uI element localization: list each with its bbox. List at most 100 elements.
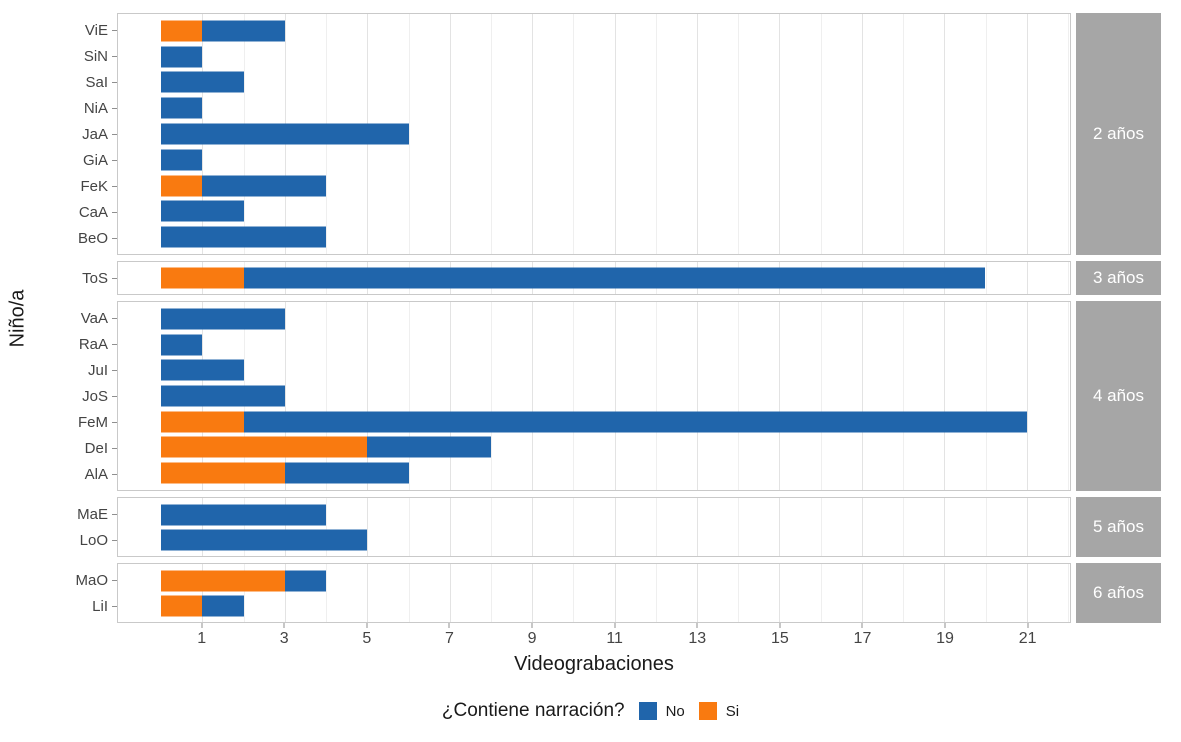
bar-segment-no-JoS — [161, 385, 285, 407]
bar-row-MaE — [118, 502, 1070, 527]
si-color-swatch — [698, 702, 717, 720]
gridline — [202, 498, 204, 556]
y-axis-label-JuI: JuI — [87, 361, 108, 379]
bar-row-GiA — [118, 147, 1070, 173]
y-axis-label-JoS: JoS — [82, 387, 108, 405]
x-tick-mark — [448, 623, 450, 628]
y-tick-mark — [112, 395, 117, 397]
x-tick-mark — [1027, 623, 1029, 628]
x-tick-label-7: 7 — [445, 630, 454, 647]
gridline — [861, 14, 863, 254]
gridline — [243, 498, 245, 556]
bar-segment-no-DeI — [367, 436, 491, 458]
gridline — [367, 302, 369, 490]
gridline — [903, 498, 905, 556]
bar-CaA — [161, 200, 244, 222]
bar-segment-si-ViE — [161, 20, 203, 42]
gridline — [655, 498, 657, 556]
bar-segment-no-FeK — [202, 175, 327, 197]
bar-DeI — [161, 436, 491, 458]
bar-MaE — [161, 504, 327, 525]
x-tick-label-15: 15 — [770, 630, 789, 647]
bar-LiI — [161, 595, 244, 616]
panel-6-años — [117, 563, 1071, 623]
gridline — [614, 498, 616, 556]
gridline — [697, 564, 699, 622]
bar-segment-si-FeM — [161, 411, 244, 433]
gridline — [367, 498, 369, 556]
gridline — [532, 498, 534, 556]
y-tick-mark — [112, 539, 117, 541]
gridline — [284, 302, 286, 490]
x-axis-ticks: 1 3 5 7 9 11 13 15 17 19 21 — [117, 623, 1071, 653]
y-tick-mark — [112, 55, 117, 57]
gridline — [985, 302, 987, 490]
gridline — [408, 302, 410, 490]
bar-row-AlA — [118, 460, 1070, 486]
bar-JuI — [161, 359, 244, 381]
y-tick-mark — [112, 185, 117, 187]
y-axis-title-column: Niño/a — [0, 13, 36, 623]
bar-row-DeI — [118, 435, 1070, 461]
bar-row-ViE — [118, 18, 1070, 44]
gridline — [655, 564, 657, 622]
y-axis-label-FeK: FeK — [80, 177, 108, 195]
bar-segment-si-FeK — [161, 175, 203, 197]
y-labels: ToS — [36, 261, 117, 295]
bar-row-BeO — [118, 224, 1070, 250]
bar-segment-no-BeO — [161, 226, 327, 248]
legend: ¿Contiene narración? No Si — [0, 683, 1181, 739]
x-tick-label-11: 11 — [606, 630, 623, 647]
gridline — [326, 564, 328, 622]
facet-strip-6-años: 6 años — [1076, 563, 1161, 623]
gridline — [861, 564, 863, 622]
y-tick-mark — [112, 513, 117, 515]
y-tick-mark — [112, 159, 117, 161]
bar-row-CaA — [118, 198, 1070, 224]
bar-segment-si-DeI — [161, 436, 368, 458]
bar-segment-no-LiI — [202, 595, 244, 616]
bar-segment-no-FeM — [243, 411, 1027, 433]
gridline — [985, 262, 987, 294]
y-axis-label-LoO: LoO — [79, 531, 108, 549]
gridline — [861, 498, 863, 556]
gridline — [820, 14, 822, 254]
y-axis-label-LiI: LiI — [92, 597, 108, 615]
gridline — [1026, 302, 1028, 490]
bar-segment-no-GiA — [161, 149, 203, 171]
gridline — [243, 564, 245, 622]
gridline — [779, 14, 781, 254]
gridline — [490, 302, 492, 490]
y-tick-mark — [112, 421, 117, 423]
x-tick-label-1: 1 — [197, 630, 207, 647]
y-tick-mark — [112, 579, 117, 581]
gridline — [697, 302, 699, 490]
bar-JoS — [161, 385, 285, 407]
y-tick-mark — [112, 133, 117, 135]
gridline — [408, 14, 410, 254]
gridline — [284, 564, 286, 622]
bar-row-LoO — [118, 527, 1070, 552]
y-tick-mark — [112, 369, 117, 371]
x-tick-mark — [531, 623, 533, 628]
y-tick-mark — [112, 107, 117, 109]
gridline — [1067, 302, 1069, 490]
bar-segment-no-NiA — [161, 97, 203, 119]
gridline — [944, 14, 946, 254]
gridline — [449, 498, 451, 556]
gridline — [408, 564, 410, 622]
facet-2-años: ViE SiN SaI NiA JaA GiA FeK CaA BeO 2 años — [36, 13, 1161, 255]
gridline — [1067, 262, 1069, 294]
y-tick-mark — [112, 81, 117, 83]
facet-strip-4-años: 4 años — [1076, 301, 1161, 491]
gridline — [408, 498, 410, 556]
bar-segment-no-LoO — [161, 529, 368, 550]
gridline — [573, 302, 575, 490]
gridline — [1026, 564, 1028, 622]
bar-BeO — [161, 226, 327, 248]
bar-VaA — [161, 308, 285, 330]
bar-row-JuI — [118, 357, 1070, 383]
gridline — [985, 14, 987, 254]
bar-SiN — [161, 46, 203, 68]
x-tick-label-21: 21 — [1018, 630, 1037, 647]
